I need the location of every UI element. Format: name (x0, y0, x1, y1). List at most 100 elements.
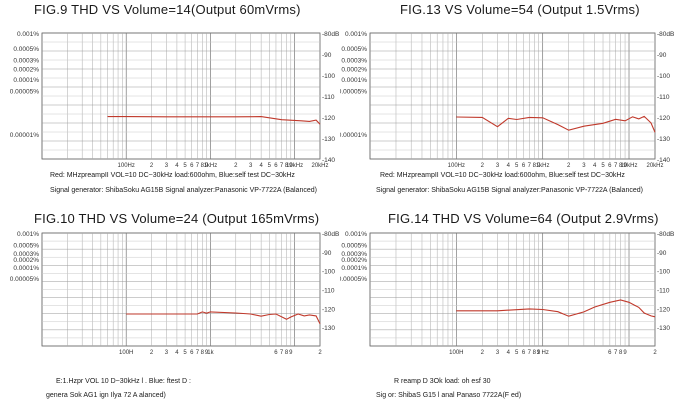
x-tick-label: 2 (318, 350, 322, 356)
x-tick-label: 100Hz (448, 163, 465, 169)
y-tick-label-left: 0.00005% (10, 88, 39, 95)
x-tick-label: 100H (449, 350, 463, 356)
chart-note: genera Sok AG1 ign Ilya 72 A alanced) (46, 392, 166, 399)
x-tick-label: 6 (522, 350, 526, 356)
y-tick-label-right: -80dB (657, 231, 674, 238)
x-tick-label: 8 (619, 163, 623, 169)
chart-note: Red: MHzpreampII VOL=10 DC~30kHz load:60… (380, 172, 625, 179)
chart-note: R reamp D 3Ok load: oh esf 30 (394, 378, 491, 385)
x-tick-label: 10kHz (621, 163, 638, 169)
chart-title: FIG.14 THD VS Volume=64 (Output 2.9Vrms) (388, 211, 659, 226)
chart-panel-fig13: FIG.13 VS Volume=54 (Output 1.5Vrms) 0.0… (338, 0, 680, 204)
x-tick-label: 1kHz (536, 163, 550, 169)
x-tick-label: 7 (196, 350, 200, 356)
plot-area: 0.001%0.0005%0.0003%0.0002%0.0001%0.0000… (10, 31, 340, 169)
x-tick-label: 3 (496, 163, 500, 169)
y-tick-label-right: -90 (322, 52, 332, 59)
series-line-red (456, 299, 656, 318)
x-tick-label: 1kHz (204, 163, 218, 169)
x-tick-label: 100H (119, 350, 133, 356)
chart-title: FIG.10 THD VS Volume=24 (Output 165mVrms… (34, 211, 320, 226)
chart-title: FIG.13 VS Volume=54 (Output 1.5Vrms) (400, 2, 640, 17)
plot-area: 0.001%0.0005%0.0003%0.0002%0.0001%0.0000… (10, 231, 340, 356)
y-tick-label-right: -120 (657, 115, 670, 122)
x-tick-label: 9 (289, 163, 293, 169)
x-tick-label: 2 (481, 350, 485, 356)
x-tick-label: 5 (183, 350, 187, 356)
x-tick-label: 2 (234, 163, 238, 169)
x-tick-label: 3 (249, 163, 253, 169)
y-tick-label-right: -80dB (322, 31, 339, 38)
y-tick-label-left: 0.0002% (13, 66, 39, 73)
x-tick-label: 5 (183, 163, 187, 169)
x-tick-label: 100Hz (118, 163, 135, 169)
y-tick-label-right: -140 (322, 157, 335, 164)
chart-note: Red: MHzpreampII VOL=10 DC~30kHz load:60… (50, 172, 295, 179)
series-line-red (107, 116, 321, 125)
chart-note: Signal generator: ShibaSoku AG15B Signal… (50, 187, 317, 194)
x-tick-label: 20kHz (311, 163, 328, 169)
y-tick-label-right: -100 (657, 269, 670, 276)
x-tick-label: 4 (507, 163, 511, 169)
y-tick-label-left: 0.0001% (341, 77, 367, 84)
x-tick-label: 9 (537, 350, 541, 356)
y-tick-label-right: -100 (657, 73, 670, 80)
x-tick-label: 8 (533, 350, 537, 356)
x-tick-label: 7 (528, 163, 532, 169)
y-tick-label-left: 0.0003% (13, 57, 39, 64)
y-tick-label-left: 0.00005% (10, 276, 39, 283)
y-tick-label-left: 0.0001% (13, 77, 39, 84)
y-tick-label-right: -130 (322, 325, 335, 332)
chart-panel-fig10: FIG.10 THD VS Volume=24 (Output 165mVrms… (0, 204, 340, 407)
x-tick-label: 3 (165, 163, 169, 169)
y-tick-label-right: -110 (322, 288, 335, 295)
x-tick-label: 5 (515, 163, 519, 169)
x-tick-label: 8 (285, 163, 289, 169)
y-tick-label-right: -90 (657, 52, 667, 59)
y-tick-label-right: -140 (657, 157, 670, 164)
y-tick-label-left: 0.0005% (341, 46, 367, 53)
y-tick-label-left: 0.0002% (341, 257, 367, 264)
plot-area: 0.001%0.0005%0.0003%0.0002%0.0001%0.0000… (338, 31, 675, 169)
y-tick-label-right: -100 (322, 73, 335, 80)
y-tick-label-left: 0.00001% (10, 132, 39, 139)
chart-note: Sig or: ShibaS G15 l anal Panaso 7722A(F… (376, 392, 522, 399)
y-tick-label-right: -110 (657, 94, 670, 101)
x-tick-label: 9 (289, 350, 293, 356)
x-tick-label: 7 (280, 350, 284, 356)
chart-panel-fig9: FIG.9 THD VS Volume=14(Output 60mVrms) 0… (0, 0, 340, 204)
x-tick-label: 1 Hz (537, 350, 549, 356)
x-tick-label: 2 (481, 163, 485, 169)
y-tick-label-left: 0.0002% (341, 66, 367, 73)
x-tick-label: 6 (608, 350, 612, 356)
y-tick-label-left: 0.001% (345, 231, 367, 238)
y-tick-label-right: -130 (657, 136, 670, 143)
y-tick-label-right: -100 (322, 269, 335, 276)
y-tick-label-left: 0.0001% (341, 265, 367, 272)
x-tick-label: 6 (522, 163, 526, 169)
x-tick-label: 8 (533, 163, 537, 169)
x-tick-label: 6 (608, 163, 612, 169)
x-tick-label: 5 (515, 350, 519, 356)
x-tick-label: 4 (259, 163, 263, 169)
x-tick-label: 20kHz (646, 163, 663, 169)
y-tick-label-right: -130 (322, 136, 335, 143)
chart-title: FIG.9 THD VS Volume=14(Output 60mVrms) (34, 2, 301, 17)
x-tick-label: 4 (593, 163, 597, 169)
x-tick-label: 7 (280, 163, 284, 169)
x-tick-label: 7 (614, 350, 618, 356)
x-tick-label: 2 (653, 350, 657, 356)
y-tick-label-left: 0.00001% (340, 132, 367, 139)
x-tick-label: 9 (537, 163, 541, 169)
x-tick-label: 2 (150, 163, 154, 169)
x-tick-label: 3 (582, 163, 586, 169)
x-tick-label: 7 (196, 163, 200, 169)
x-tick-label: 9 (623, 163, 627, 169)
y-tick-label-left: 0.0005% (13, 46, 39, 53)
x-tick-label: 9 (623, 350, 627, 356)
y-tick-label-left: 0.0005% (13, 242, 39, 249)
x-tick-label: 5 (268, 163, 272, 169)
x-tick-label: 6 (274, 350, 278, 356)
x-tick-label: 1k (207, 350, 214, 356)
x-tick-label: 3 (165, 350, 169, 356)
